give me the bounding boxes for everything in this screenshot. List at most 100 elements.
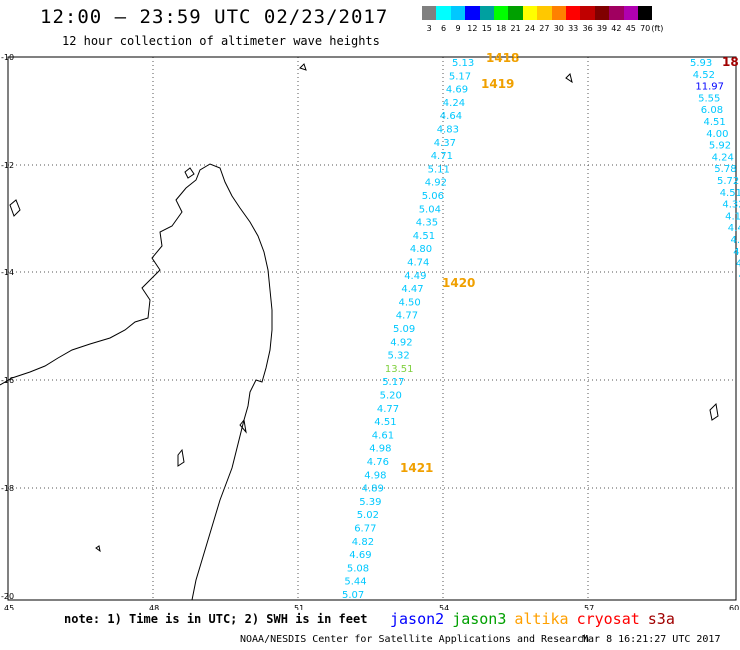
coast-fragment (177, 448, 185, 467)
legend-swatch (465, 6, 480, 20)
wave-height-value: 5.08 (347, 563, 369, 574)
satellite-legend: jason2 jason3 altika cryosat s3a (390, 610, 683, 628)
wave-height-value: 4. (736, 259, 740, 270)
legend-swatch (580, 6, 595, 20)
legend-label: 18 (496, 24, 507, 33)
legend-label: 42 (611, 24, 622, 33)
legend-label: 24 (524, 24, 536, 33)
wave-height-value: 4.98 (369, 444, 391, 455)
wave-height-value: 4.69 (349, 550, 371, 561)
legend-swatch (638, 6, 653, 20)
lon-tick-label: 60 (729, 604, 739, 610)
wave-height-value: 4.52 (693, 70, 715, 81)
wave-height-value: 5.09 (393, 324, 415, 335)
wave-height-value: 4.61 (372, 430, 394, 441)
coast-fragment (9, 199, 21, 217)
legend-swatch (537, 6, 552, 20)
wave-height-value: 4.4 (728, 223, 740, 234)
island-fragment (565, 73, 573, 84)
legend-swatch (594, 6, 610, 20)
island-fragment (299, 63, 307, 71)
wave-height-value: 5.93 (690, 58, 712, 69)
wave-height-value: 4.74 (407, 258, 429, 269)
axis-tick-labels: -10 -12 -14 -16 -18 -20 45 48 51 54 57 60 (1, 53, 739, 610)
pass-number-label: 1418 (486, 51, 519, 65)
coast-fragment (239, 418, 247, 434)
pass-number-label: 1419 (481, 77, 514, 91)
generated-timestamp: Mar 8 16:21:27 UTC 2017 (582, 634, 721, 645)
wave-height-value: 4.80 (410, 244, 432, 255)
legend-swatch (551, 6, 566, 20)
wave-height-value: 4.35 (416, 218, 438, 229)
satellite-legend-jason3: jason3 (452, 610, 507, 628)
wave-height-value: 5.13 (452, 58, 474, 69)
wave-height-value: 4.83 (437, 125, 459, 136)
lon-tick-label: 45 (4, 604, 14, 610)
pass-number-label: 1421 (400, 461, 433, 475)
satellite-legend-altika: altika (514, 610, 569, 628)
wave-height-value: 13.51 (385, 364, 414, 375)
legend-label: 3 (426, 24, 432, 33)
wave-height-value: 4.24 (712, 152, 734, 163)
legend-swatch (436, 6, 451, 20)
legend-swatch (494, 6, 509, 20)
lat-tick-label: -10 (1, 53, 14, 62)
legend-swatch (609, 6, 624, 20)
legend-label: 36 (582, 24, 593, 33)
wave-height-value: 5.72 (717, 176, 739, 187)
wave-height-value: 5.07 (342, 590, 364, 601)
wave-height-value: 4.37 (434, 138, 456, 149)
satellite-legend-s3a: s3a (647, 610, 675, 628)
wave-height-value: 5.92 (709, 141, 731, 152)
lat-tick-label: -18 (1, 484, 14, 493)
wave-height-value: 4.89 (362, 484, 384, 495)
wave-height-value: 4.69 (446, 85, 468, 96)
wave-height-value: 4.77 (377, 404, 399, 415)
island-fragment (709, 402, 719, 421)
credit-line: NOAA/NESDIS Center for Satellite Applica… (240, 634, 590, 645)
lon-tick-label: 51 (294, 604, 304, 610)
lon-tick-label: 57 (584, 604, 594, 610)
lat-tick-label: -14 (1, 268, 14, 277)
wave-height-value: 4.51 (413, 231, 435, 242)
wave-height-value: 4.98 (364, 470, 386, 481)
pass-number-label: 18 (722, 55, 739, 69)
legend-label: 30 (553, 24, 564, 33)
altimeter-map: -10 -12 -14 -16 -18 -20 45 48 51 54 57 60 5.13 5.17 4… (0, 51, 740, 610)
wave-height-value: 4. (733, 247, 740, 258)
wave-height-value: 4.71 (431, 151, 453, 162)
satellite-legend-jason2: jason2 (390, 610, 445, 628)
legend-label: 70 (640, 24, 651, 33)
right-track-values: 5.934.5211.975.556.084.514.005.924.245.7… (690, 58, 740, 281)
pass-number-label: 1420 (442, 276, 475, 290)
wave-height-value: 4. (731, 235, 740, 246)
wave-height-value: 4.1 (725, 211, 740, 222)
legend-swatch (508, 6, 523, 20)
legend-label: 9 (455, 24, 461, 33)
legend-label: 12 (467, 24, 478, 33)
wave-height-value: 5.55 (698, 93, 720, 104)
wave-height-value: 4.00 (706, 129, 728, 140)
lat-lon-grid (7, 56, 737, 601)
legend-label: 6 (441, 24, 447, 33)
wave-height-value: 4.64 (440, 111, 462, 122)
wave-height-value: 4.76 (367, 457, 389, 468)
legend-label: 15 (481, 24, 492, 33)
footer-note: note: 1) Time is in UTC; 2) SWH is in fe… (64, 612, 368, 626)
legend-label: 21 (510, 24, 521, 33)
wave-height-value: 5.20 (380, 391, 402, 402)
island-fragment (95, 545, 101, 553)
lat-tick-label: -12 (1, 161, 14, 170)
wave-height-value: 4.77 (396, 311, 418, 322)
pass-number-labels: 1418 1419 1420 1421 18 (400, 51, 739, 475)
wave-height-value: 5.17 (382, 377, 404, 388)
legend-swatch (566, 6, 581, 20)
wave-height-value: 4.50 (399, 297, 421, 308)
wave-height-value: 5.02 (357, 510, 379, 521)
chart-subtitle: 12 hour collection of altimeter wave hei… (62, 34, 380, 48)
wave-height-value: 4.82 (352, 537, 374, 548)
wave-height-value: 4.92 (425, 178, 447, 189)
wave-height-value: 5.17 (449, 71, 471, 82)
lon-tick-label: 54 (439, 604, 449, 610)
wave-height-value: 4.51 (374, 417, 396, 428)
